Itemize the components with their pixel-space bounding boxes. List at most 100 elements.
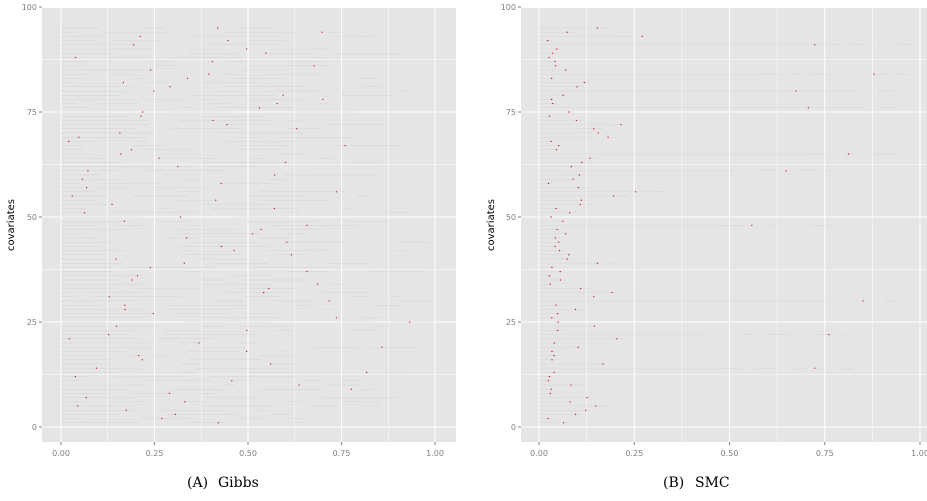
- estimate-marker: [548, 376, 550, 378]
- estimate-marker: [286, 241, 288, 243]
- estimate-marker: [130, 149, 133, 151]
- estimate-marker: [547, 40, 549, 42]
- estimate-marker: [120, 153, 122, 155]
- estimate-marker: [558, 145, 560, 147]
- estimate-marker: [86, 187, 88, 189]
- caption-b-label: (B): [663, 475, 684, 491]
- estimate-marker: [547, 380, 549, 382]
- estimate-marker: [552, 52, 554, 54]
- estimate-marker: [814, 44, 816, 46]
- estimate-marker: [313, 65, 315, 67]
- estimate-marker: [549, 392, 551, 394]
- estimate-marker: [231, 380, 233, 382]
- x-tick-label: 0.25: [625, 449, 643, 458]
- estimate-marker: [85, 397, 87, 399]
- estimate-marker: [131, 279, 133, 281]
- estimate-marker: [548, 56, 550, 58]
- estimate-marker: [553, 371, 555, 373]
- estimate-marker: [149, 266, 151, 268]
- estimate-marker: [553, 342, 555, 344]
- x-tick-label: 0.75: [333, 449, 351, 458]
- estimate-marker: [574, 413, 577, 415]
- estimate-marker: [251, 233, 254, 235]
- estimate-marker: [578, 174, 580, 176]
- estimate-marker: [862, 300, 864, 302]
- estimate-marker: [552, 103, 554, 105]
- y-tick-label: 100: [22, 3, 37, 12]
- estimate-marker: [569, 401, 571, 403]
- estimate-marker: [81, 178, 84, 180]
- estimate-marker: [220, 182, 222, 184]
- estimate-marker: [68, 338, 71, 340]
- estimate-marker: [612, 195, 615, 197]
- estimate-marker: [873, 73, 875, 75]
- estimate-marker: [119, 132, 121, 134]
- estimate-marker: [551, 317, 553, 319]
- estimate-marker: [321, 31, 323, 33]
- x-tick-label: 1.00: [426, 449, 444, 458]
- estimate-marker: [268, 287, 270, 289]
- estimate-marker: [553, 355, 555, 357]
- estimate-marker: [620, 124, 622, 126]
- estimate-marker: [226, 124, 228, 126]
- estimate-marker: [641, 35, 643, 37]
- estimate-marker: [597, 132, 599, 134]
- estimate-marker: [557, 321, 559, 323]
- estimate-marker: [124, 308, 126, 310]
- estimate-marker: [556, 329, 559, 331]
- estimate-marker: [550, 140, 552, 142]
- estimate-marker: [551, 266, 553, 268]
- estimate-marker: [74, 376, 77, 378]
- estimate-marker: [284, 161, 286, 163]
- estimate-marker: [258, 107, 260, 109]
- estimate-marker: [273, 174, 276, 176]
- estimate-marker: [122, 82, 125, 84]
- caption-b-title: SMC: [695, 475, 730, 491]
- y-tick-label: 50: [27, 213, 37, 222]
- estimate-marker: [77, 405, 79, 407]
- estimate-marker: [124, 304, 126, 306]
- estimate-marker: [183, 262, 185, 264]
- estimate-marker: [570, 384, 572, 386]
- estimate-marker: [186, 77, 189, 79]
- estimate-marker: [246, 48, 248, 50]
- estimate-marker: [580, 199, 582, 201]
- gibbs-panel: 0 25 50 75 100 0.00 0.25 0.50 0.75 1.00 covariat…: [6, 3, 456, 458]
- estimate-marker: [785, 170, 787, 172]
- estimate-marker: [566, 258, 568, 260]
- estimate-marker: [559, 279, 562, 281]
- estimate-marker: [593, 128, 595, 130]
- estimate-marker: [554, 237, 556, 239]
- estimate-marker: [245, 350, 248, 352]
- estimate-marker: [169, 86, 171, 88]
- estimate-marker: [562, 422, 565, 424]
- estimate-marker: [136, 275, 139, 277]
- estimate-marker: [208, 73, 210, 75]
- estimate-marker: [306, 224, 308, 226]
- estimate-marker: [139, 35, 141, 37]
- estimate-marker: [568, 111, 570, 113]
- estimate-marker: [555, 208, 557, 210]
- estimate-marker: [566, 31, 568, 33]
- estimate-marker: [322, 98, 324, 100]
- estimate-marker: [807, 107, 809, 109]
- estimate-marker: [570, 166, 572, 168]
- estimate-marker: [593, 325, 596, 327]
- estimate-marker: [233, 250, 235, 252]
- estimate-marker: [558, 250, 561, 252]
- estimate-marker: [550, 388, 552, 390]
- estimate-marker: [215, 199, 217, 201]
- estimate-marker: [554, 65, 557, 67]
- estimate-marker: [270, 363, 272, 365]
- estimate-marker: [569, 212, 571, 214]
- estimate-marker: [814, 367, 816, 369]
- estimate-marker: [158, 157, 160, 159]
- y-axis-label: covariates: [6, 199, 17, 251]
- x-tick-label: 1.00: [911, 449, 927, 458]
- estimate-marker: [78, 136, 80, 138]
- estimate-marker: [184, 401, 186, 403]
- estimate-marker: [133, 44, 135, 46]
- estimate-marker: [611, 292, 613, 294]
- estimate-marker: [108, 296, 110, 298]
